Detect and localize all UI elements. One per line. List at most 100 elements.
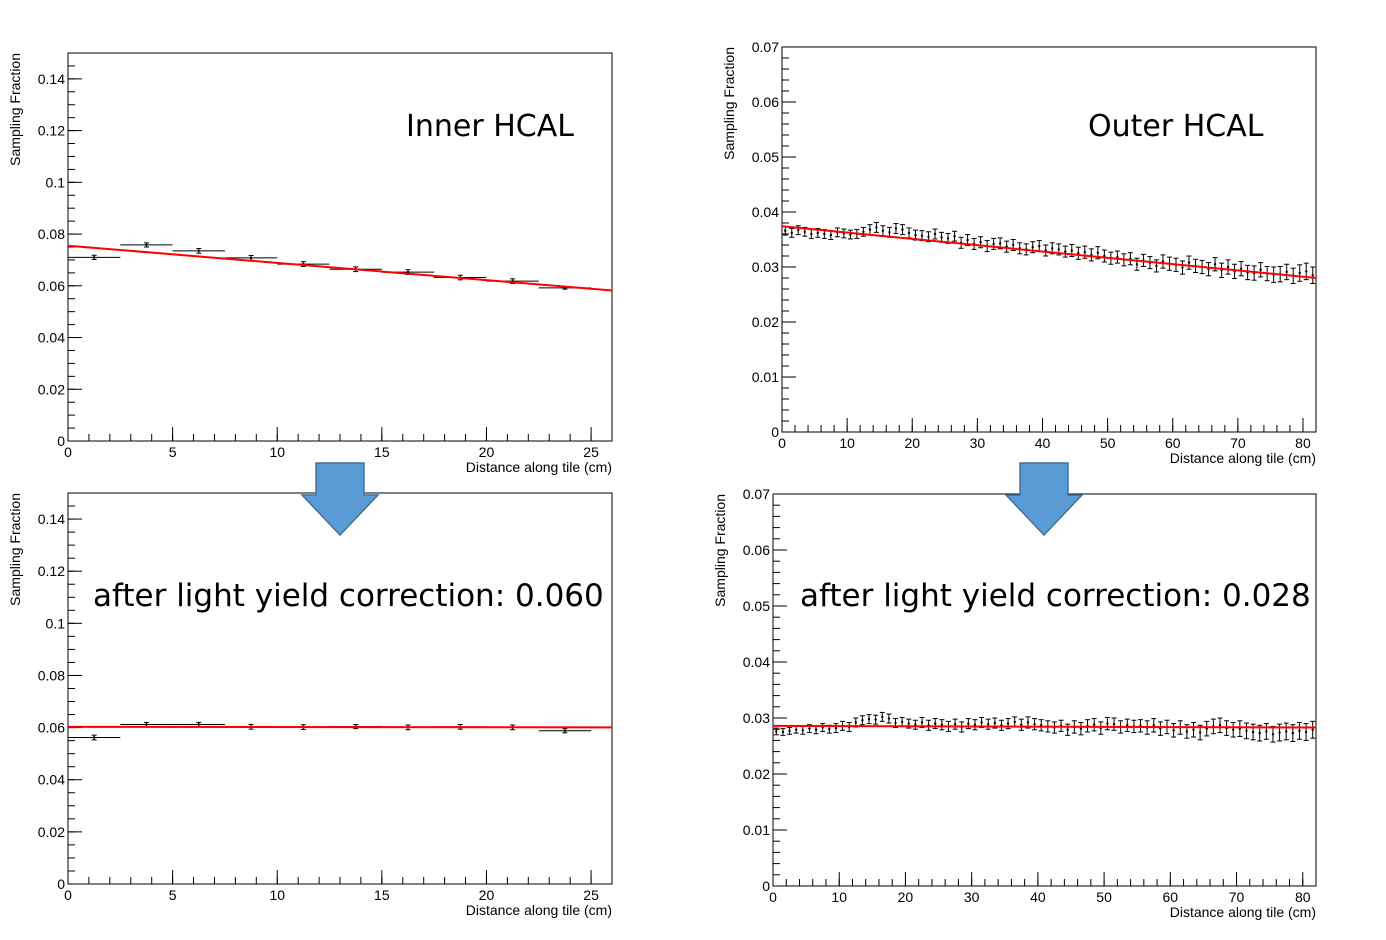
- data-marker: [1311, 728, 1314, 731]
- data-point: [985, 718, 991, 730]
- data-point: [906, 718, 912, 729]
- data-marker: [875, 226, 878, 229]
- data-marker: [894, 721, 897, 725]
- data-marker: [784, 229, 787, 232]
- data-point: [1038, 719, 1044, 732]
- y-tick-label: 0.06: [38, 720, 65, 736]
- data-point: [813, 725, 819, 735]
- data-point: [120, 242, 173, 248]
- x-tick-label: 50: [1096, 889, 1112, 905]
- x-tick-label: 30: [970, 435, 986, 451]
- data-marker: [1096, 251, 1100, 254]
- data-marker: [1026, 721, 1030, 724]
- data-marker: [1083, 250, 1087, 254]
- data-point: [1180, 260, 1185, 275]
- y-tick-label: 0.01: [743, 822, 770, 838]
- x-tick-label: 50: [1100, 435, 1116, 451]
- data-point: [847, 229, 853, 240]
- data-point: [1032, 718, 1038, 731]
- y-tick-label: 0.02: [38, 824, 65, 840]
- x-tick-label: 30: [964, 889, 980, 905]
- down-arrow-icon: [1004, 462, 1084, 537]
- data-marker: [790, 231, 793, 235]
- data-marker: [1304, 730, 1308, 734]
- data-marker: [1038, 244, 1041, 248]
- data-marker: [788, 729, 791, 733]
- data-marker: [828, 728, 831, 731]
- data-point: [787, 727, 793, 735]
- x-tick-label: 20: [479, 444, 495, 460]
- data-marker: [887, 717, 891, 720]
- data-marker: [874, 718, 877, 721]
- data-point: [1258, 262, 1264, 278]
- data-point: [538, 728, 592, 734]
- y-tick-label: 0.07: [743, 486, 770, 502]
- data-marker: [1116, 255, 1119, 259]
- y-tick-label: 0.05: [752, 149, 779, 165]
- data-marker: [1258, 731, 1261, 735]
- y-tick-label: 0.04: [38, 330, 65, 346]
- data-point: [1151, 718, 1157, 733]
- data-marker: [1198, 731, 1202, 734]
- data-point: [1243, 722, 1249, 740]
- data-marker: [1155, 264, 1158, 268]
- data-marker: [145, 243, 148, 247]
- data-marker: [927, 235, 930, 238]
- data-point: [1283, 722, 1289, 741]
- data-point: [1043, 244, 1049, 257]
- y-tick-label: 0.01: [752, 369, 779, 385]
- data-point: [1004, 240, 1010, 253]
- data-point: [893, 223, 899, 234]
- y-tick-label: 0: [762, 878, 770, 894]
- data-point: [1296, 721, 1302, 740]
- x-tick-label: 40: [1030, 889, 1046, 905]
- data-marker: [953, 235, 956, 238]
- y-tick-label: 0.1: [46, 174, 66, 190]
- data-point: [1069, 243, 1075, 258]
- x-tick-label: 20: [904, 435, 920, 451]
- data-marker: [1057, 248, 1060, 251]
- data-point: [1270, 725, 1276, 743]
- data-marker: [1298, 271, 1301, 275]
- data-marker: [816, 231, 820, 235]
- data-point: [998, 719, 1004, 731]
- data-point: [893, 718, 899, 729]
- data-marker: [249, 256, 253, 260]
- data-point: [912, 719, 918, 730]
- data-point: [873, 714, 879, 725]
- x-tick-label: 0: [778, 435, 786, 451]
- data-marker: [1232, 728, 1235, 731]
- y-tick-label: 0.08: [38, 226, 65, 242]
- data-point: [880, 225, 886, 237]
- data-marker: [867, 717, 871, 721]
- fit-line: [772, 724, 1317, 729]
- data-marker: [797, 228, 800, 232]
- data-point: [224, 255, 278, 261]
- data-marker: [1187, 261, 1191, 264]
- data-marker: [1213, 263, 1217, 266]
- plot-frame: [781, 46, 1317, 433]
- data-point: [1098, 721, 1104, 735]
- data-marker: [920, 234, 924, 237]
- data-marker: [998, 242, 1002, 245]
- data-marker: [1259, 268, 1262, 271]
- fit-line: [67, 244, 613, 292]
- data-marker: [980, 721, 983, 724]
- y-tick-label: 0.06: [38, 278, 65, 294]
- y-tick-label: 0.14: [38, 71, 65, 87]
- data-marker: [934, 722, 937, 725]
- data-marker: [1031, 246, 1034, 249]
- y-tick-label: 0.12: [38, 123, 65, 139]
- data-marker: [1298, 729, 1301, 733]
- data-marker: [781, 730, 785, 734]
- data-point: [1075, 246, 1081, 260]
- x-tick-label: 0: [64, 444, 72, 460]
- data-marker: [1218, 724, 1222, 727]
- data-point: [1206, 262, 1212, 277]
- x-tick-label: 25: [583, 444, 599, 460]
- data-point: [1230, 721, 1236, 738]
- x-tick-label: 70: [1230, 435, 1246, 451]
- y-tick-label: 0.04: [38, 772, 65, 788]
